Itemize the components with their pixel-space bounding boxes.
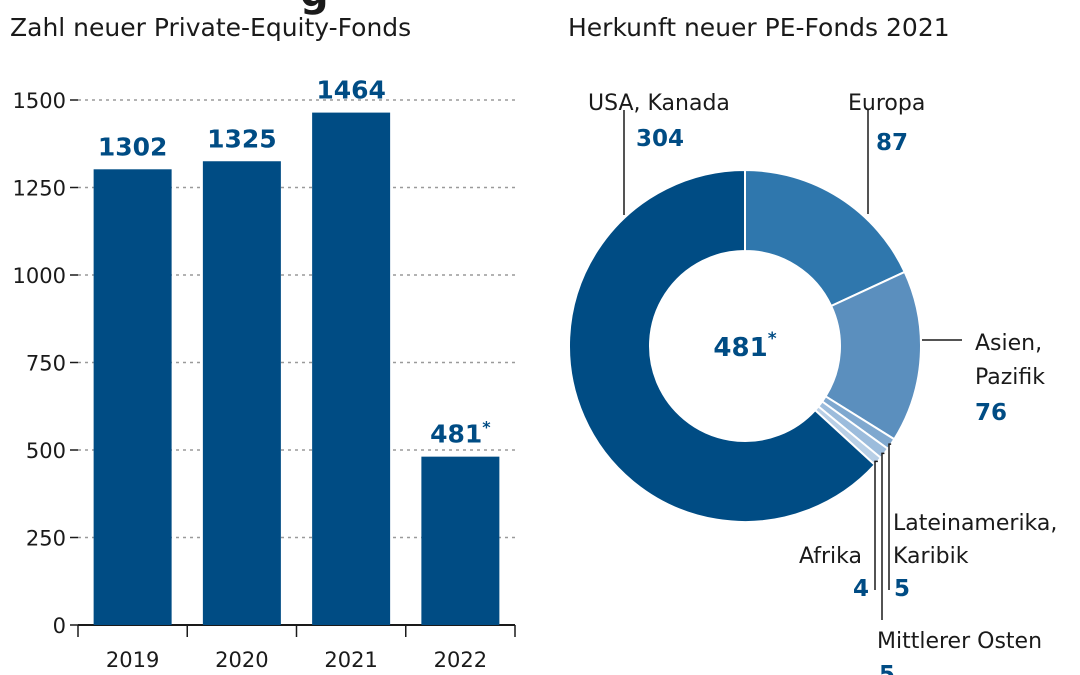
- donut-slice: [744, 168, 906, 308]
- y-tick-label: 1250: [13, 177, 66, 201]
- y-tick-label: 1000: [13, 264, 66, 288]
- slice-label-name: Mittlerer Osten: [877, 629, 1042, 654]
- slice-label-name: Asien,: [975, 331, 1042, 356]
- y-tick-label: 750: [26, 352, 66, 376]
- slice-label-name: USA, Kanada: [588, 91, 730, 116]
- bar-2022: [421, 456, 500, 625]
- bar-value-label: 481*: [430, 418, 491, 449]
- x-tick-label: 2021: [324, 648, 377, 672]
- slice-label-value: 4: [853, 576, 869, 602]
- bar-value-label: 1464: [316, 76, 386, 105]
- leader-line: [888, 443, 892, 590]
- leader-line: [881, 452, 885, 620]
- x-tick-label: 2020: [215, 648, 268, 672]
- bar-value-label: 1325: [207, 124, 277, 153]
- slice-label-name: Pazifik: [975, 365, 1045, 390]
- leader-line: [874, 460, 878, 590]
- slice-label-name: Karibik: [893, 544, 969, 569]
- y-tick-label: 250: [26, 527, 66, 551]
- slice-label-name: Lateinamerika,: [893, 511, 1057, 536]
- slice-label-value: 5: [894, 576, 910, 602]
- y-tick-label: 500: [26, 439, 66, 463]
- slice-label-value: 304: [636, 126, 684, 152]
- y-tick-label: 0: [53, 614, 66, 638]
- bar-2020: [202, 161, 281, 625]
- bar-chart-title: Zahl neuer Private-Equity-Fonds: [10, 13, 412, 42]
- bar-2021: [312, 112, 391, 626]
- x-tick-label: 2022: [434, 648, 487, 672]
- x-tick-label: 2019: [106, 648, 159, 672]
- slice-label-value: 87: [876, 130, 908, 156]
- slice-label-value: 5: [879, 662, 895, 675]
- bar-2019: [93, 169, 172, 626]
- donut-chart-title: Herkunft neuer PE-Fonds 2021: [568, 13, 950, 42]
- bar-chart: 0 250 500 750 1000 1250 1500 1302 2019 1325 2020 14…: [13, 76, 516, 672]
- slice-label-name: Afrika: [799, 544, 862, 569]
- donut-center-label: 481*: [713, 329, 776, 363]
- slice-label-name: Europa: [848, 91, 925, 116]
- y-tick-label: 1500: [13, 89, 66, 113]
- bar-value-label: 1302: [98, 132, 168, 161]
- slice-label-value: 76: [975, 400, 1007, 426]
- donut-slice: [568, 168, 877, 523]
- title-fragment: g: [300, 0, 330, 16]
